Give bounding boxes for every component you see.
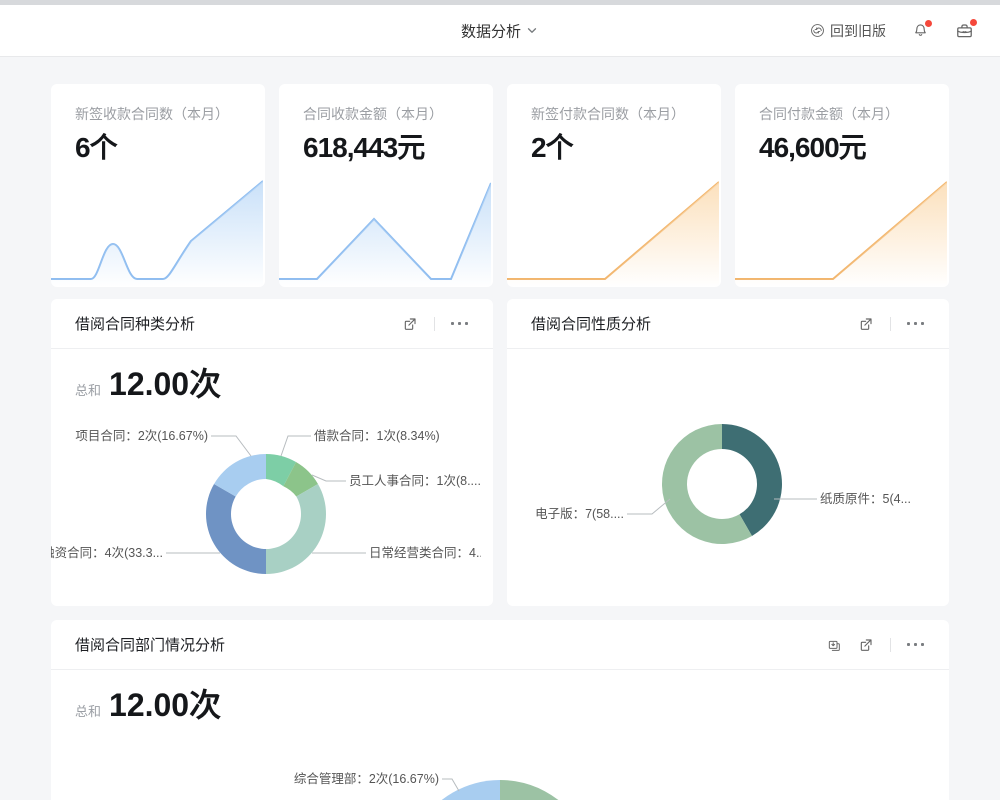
svg-text:员工人事合同：1次(8....: 员工人事合同：1次(8.... [349,473,481,488]
svg-text:电子版：7(58....: 电子版：7(58.... [535,507,624,521]
svg-text:日常经营类合同：4...: 日常经营类合同：4... [369,545,481,560]
svg-text:融资合同：4次(33.3...: 融资合同：4次(33.3... [51,545,163,560]
svg-text:借款合同：1次(8.34%): 借款合同：1次(8.34%) [314,428,440,443]
svg-text:纸质原件：5(4...: 纸质原件：5(4... [820,492,911,506]
svg-text:综合管理部：2次(16.67%): 综合管理部：2次(16.67%) [294,771,439,786]
svg-text:项目合同：2次(16.67%): 项目合同：2次(16.67%) [75,428,208,443]
